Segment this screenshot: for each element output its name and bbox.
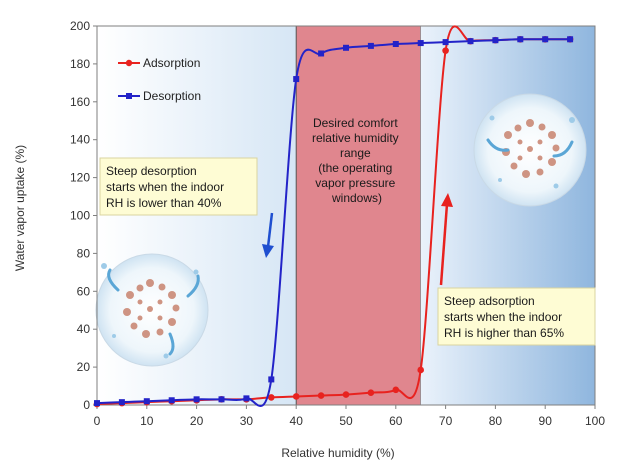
legend-marker-desorption xyxy=(126,93,132,99)
desorption-point xyxy=(318,50,325,57)
legend-item-desorption: Desorption xyxy=(118,89,201,103)
x-tick-label: 20 xyxy=(190,414,204,428)
desorption-note: Steep desorption starts when the indoor … xyxy=(99,157,258,216)
y-tick-label: 20 xyxy=(77,360,91,374)
desorption-point xyxy=(118,399,125,406)
desorption-point xyxy=(343,44,349,51)
desorption-point xyxy=(442,39,449,46)
desorption-point xyxy=(467,38,474,45)
y-tick-label: 80 xyxy=(77,246,91,260)
y-axis-ticks: 0 20 40 60 80 100 120 140 160 180 200 xyxy=(70,19,97,412)
x-axis-ticks: 0 10 20 30 40 50 60 70 80 90 100 xyxy=(94,405,605,428)
y-tick-label: 140 xyxy=(70,133,90,147)
legend-label-desorption: Desorption xyxy=(143,89,201,103)
desorption-point xyxy=(143,398,150,405)
desorption-arrow xyxy=(262,212,274,258)
comfort-range-label: Desired comfort relative humidity range … xyxy=(312,116,402,205)
series-layer xyxy=(93,25,574,408)
desorption-point xyxy=(168,397,175,404)
adsorption-point xyxy=(417,366,425,374)
desorption-point xyxy=(542,36,549,43)
desorption-point xyxy=(492,37,499,44)
desorption-point xyxy=(517,36,524,43)
x-tick-label: 60 xyxy=(389,414,403,428)
adsorption-point xyxy=(392,386,400,394)
y-tick-label: 200 xyxy=(70,19,90,33)
desorption-note-text: Steep desorption starts when the indoor … xyxy=(106,164,227,210)
adsorption-point xyxy=(342,391,350,398)
x-tick-label: 90 xyxy=(539,414,553,428)
desorption-point xyxy=(567,36,574,43)
desorption-point xyxy=(293,76,300,83)
adsorption-arrow xyxy=(439,193,453,286)
y-tick-label: 40 xyxy=(77,322,91,336)
desorption-point xyxy=(218,396,225,403)
adsorption-illustration xyxy=(473,93,587,207)
desorption-point xyxy=(367,42,374,49)
adsorption-point xyxy=(268,394,275,401)
adsorption-note: Steep adsorption starts when the indoor … xyxy=(437,287,596,346)
desorption-point xyxy=(193,396,200,403)
adsorption-point xyxy=(367,389,375,396)
y-tick-label: 120 xyxy=(70,171,90,185)
adsorption-note-text: Steep adsorption starts when the indoor … xyxy=(444,294,565,340)
legend-label-adsorption: Adsorption xyxy=(143,56,200,70)
y-tick-label: 60 xyxy=(77,284,91,298)
x-tick-label: 0 xyxy=(94,414,101,428)
legend-item-adsorption: Adsorption xyxy=(118,56,200,70)
x-axis-label: Relative humidity (%) xyxy=(281,446,394,460)
desorption-illustration xyxy=(95,253,209,367)
x-tick-label: 80 xyxy=(489,414,503,428)
legend: Adsorption Desorption xyxy=(118,56,201,103)
x-tick-label: 70 xyxy=(439,414,453,428)
x-tick-label: 10 xyxy=(140,414,154,428)
desorption-point xyxy=(243,395,250,402)
desorption-point xyxy=(417,40,424,47)
y-tick-label: 100 xyxy=(70,209,90,223)
adsorption-point xyxy=(292,393,300,400)
adsorption-point xyxy=(442,47,449,54)
adsorption-point xyxy=(317,392,325,399)
legend-marker-adsorption xyxy=(125,59,133,67)
desorption-point xyxy=(392,41,399,48)
x-tick-label: 50 xyxy=(339,414,353,428)
y-tick-label: 160 xyxy=(70,95,90,109)
x-tick-label: 100 xyxy=(585,414,605,428)
desorption-point xyxy=(94,400,100,407)
y-axis-label: Water vapor uptake (%) xyxy=(13,145,27,271)
y-tick-label: 180 xyxy=(70,57,90,71)
desorption-point xyxy=(268,376,275,383)
x-tick-label: 30 xyxy=(240,414,254,428)
region-40-65 xyxy=(296,26,421,405)
x-tick-label: 40 xyxy=(290,414,304,428)
y-tick-label: 0 xyxy=(83,398,90,412)
